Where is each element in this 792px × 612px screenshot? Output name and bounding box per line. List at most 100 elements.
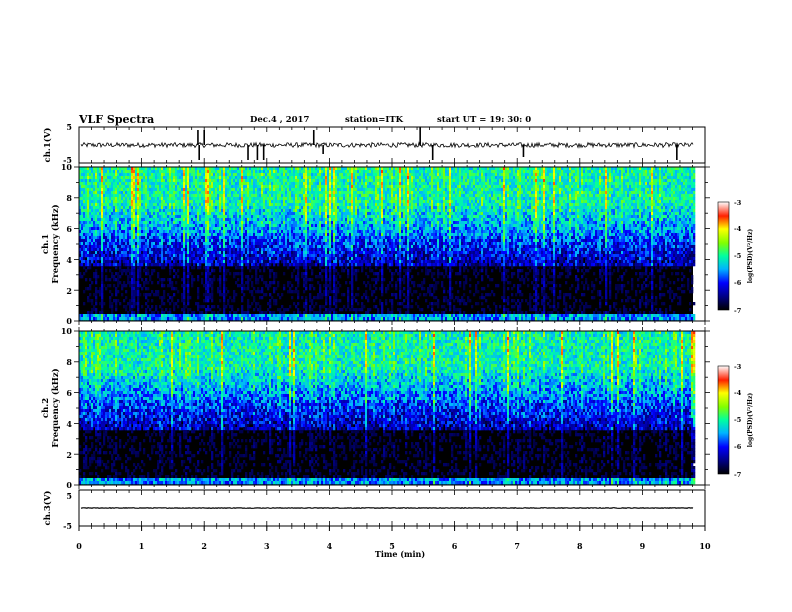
- spectrogram-cell: [87, 227, 89, 230]
- spectrogram-cell: [187, 227, 189, 230]
- spectrogram-cell: [239, 251, 241, 254]
- spectrogram-cell: [215, 182, 217, 185]
- spectrogram-cell: [211, 170, 213, 173]
- spectrogram-cell: [305, 188, 307, 191]
- spectrogram-cell: [129, 212, 131, 215]
- spectrogram-cell: [97, 239, 99, 242]
- spectrogram-cell: [315, 224, 317, 227]
- spectrogram-cell: [247, 173, 249, 176]
- spectrogram-cell: [101, 230, 103, 233]
- spectrogram-cell: [307, 230, 309, 233]
- spectrogram-cell: [251, 248, 253, 251]
- spectrogram-cell: [259, 170, 261, 173]
- spectrogram-cell: [195, 173, 197, 176]
- spectrogram-cell: [187, 218, 189, 221]
- spectrogram-cell: [157, 197, 159, 200]
- spectrogram-cell: [183, 185, 185, 188]
- spectrogram-cell: [243, 176, 245, 179]
- spectrogram-cell: [197, 224, 199, 227]
- spectrogram-cell: [181, 215, 183, 218]
- spectrogram-cell: [117, 209, 119, 212]
- spectrogram-cell: [191, 218, 193, 221]
- spectrogram-cell: [303, 314, 305, 317]
- spectrogram-cell: [191, 185, 193, 188]
- spectrogram-cell: [147, 209, 149, 212]
- spectrogram-cell: [99, 221, 101, 224]
- spectrogram-cell: [195, 260, 197, 263]
- spectrogram-cell: [123, 185, 125, 188]
- spectrogram-cell: [217, 209, 219, 212]
- spectrogram-cell: [141, 305, 143, 308]
- spectrogram-cell: [289, 290, 291, 293]
- spectrogram-cell: [133, 296, 135, 299]
- spectrogram-cell: [161, 203, 163, 206]
- spectrogram-cell: [245, 212, 247, 215]
- spectrogram-cell: [211, 293, 213, 296]
- spectrogram-cell: [109, 278, 111, 281]
- spectrogram-cell: [189, 254, 191, 257]
- spectrogram-cell: [95, 218, 97, 221]
- spectrogram-cell: [117, 299, 119, 302]
- spectrogram-cell: [89, 266, 91, 269]
- spectrogram-cell: [199, 215, 201, 218]
- spectrogram-cell: [187, 206, 189, 209]
- spectrogram-cell: [271, 317, 273, 320]
- spectrogram-cell: [271, 224, 273, 227]
- spectrogram-cell: [201, 305, 203, 308]
- spectrogram-cell: [169, 206, 171, 209]
- spectrogram-cell: [209, 248, 211, 251]
- spectrogram-cell: [255, 317, 257, 320]
- spectrogram-cell: [161, 242, 163, 245]
- spectrogram-cell: [179, 218, 181, 221]
- spectrogram-cell: [265, 212, 267, 215]
- spectrogram-cell: [103, 317, 105, 320]
- spectrogram-cell: [231, 176, 233, 179]
- spectrogram-cell: [85, 209, 87, 212]
- spectrogram-cell: [141, 176, 143, 179]
- spectrogram-cell: [179, 224, 181, 227]
- spectrogram-cell: [213, 179, 215, 182]
- spectrogram-cell: [155, 224, 157, 227]
- spectrogram-cell: [129, 203, 131, 206]
- spectrogram-cell: [203, 209, 205, 212]
- spectrogram-cell: [137, 185, 139, 188]
- spectrogram-cell: [167, 176, 169, 179]
- spectrogram-cell: [201, 317, 203, 320]
- spectrogram-cell: [111, 248, 113, 251]
- spectrogram-cell: [213, 236, 215, 239]
- spectrogram-cell: [259, 215, 261, 218]
- spectrogram-cell: [167, 257, 169, 260]
- spectrogram-cell: [93, 317, 95, 320]
- spectrogram-cell: [139, 170, 141, 173]
- spectrogram-cell: [113, 200, 115, 203]
- spectrogram-cell: [189, 194, 191, 197]
- spectrogram-cell: [283, 203, 285, 206]
- spectrogram-cell: [219, 224, 221, 227]
- spectrogram-cell: [113, 173, 115, 176]
- spectrogram-cell: [307, 260, 309, 263]
- spectrogram-cell: [223, 290, 225, 293]
- spectrogram-cell: [95, 293, 97, 296]
- spectrogram-cell: [293, 182, 295, 185]
- spectrogram-cell: [247, 212, 249, 215]
- spectrogram-cell: [211, 266, 213, 269]
- spectrogram-cell: [263, 254, 265, 257]
- spectrogram-cell: [303, 239, 305, 242]
- spectrogram-cell: [267, 314, 269, 317]
- spectrogram-cell: [135, 227, 137, 230]
- spectrogram-cell: [241, 227, 243, 230]
- spectrogram-cell: [197, 179, 199, 182]
- spectrogram-cell: [163, 194, 165, 197]
- spectrogram-cell: [101, 221, 103, 224]
- spectrogram-cell: [123, 251, 125, 254]
- spectrogram-cell: [309, 182, 311, 185]
- spectrogram-cell: [309, 311, 311, 314]
- spectrogram-cell: [305, 197, 307, 200]
- spectrogram-cell: [115, 197, 117, 200]
- spectrogram-cell: [197, 314, 199, 317]
- spectrogram-cell: [215, 170, 217, 173]
- spectrogram-cell: [209, 221, 211, 224]
- spectrogram-cell: [145, 221, 147, 224]
- spectrogram-cell: [249, 206, 251, 209]
- spectrogram-cell: [167, 212, 169, 215]
